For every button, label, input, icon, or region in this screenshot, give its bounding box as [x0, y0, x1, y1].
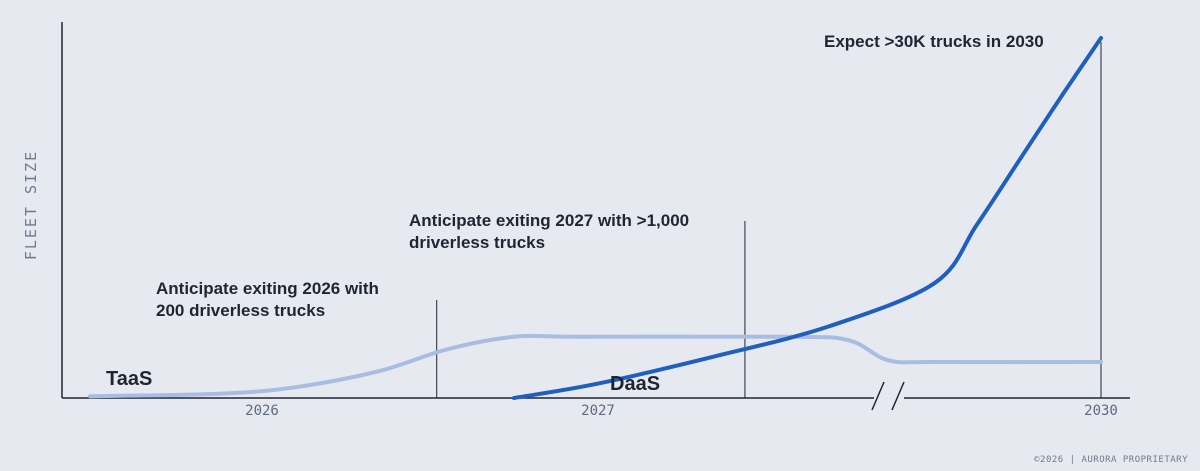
annotation-2026: Anticipate exiting 2026 with 200 driverl… [156, 278, 476, 322]
axis-break-mark [891, 381, 905, 411]
series-line-daas [512, 36, 1103, 400]
axis-break-mark [871, 381, 885, 411]
x-tick-2030: 2030 [1084, 403, 1118, 419]
annotation-2030-line1: Expect >30K trucks in 2030 [824, 32, 1044, 51]
annotation-2026-line1: Anticipate exiting 2026 with [156, 279, 379, 298]
series-label-daas: DaaS [610, 373, 661, 395]
annotation-2030: Expect >30K trucks in 2030 [824, 31, 1104, 53]
annotation-2026-line2: 200 driverless trucks [156, 301, 326, 320]
footer-copyright: ©2026 | AURORA PROPRIETARY [1034, 455, 1188, 465]
y-axis-label-text: FLEET SIZE [22, 149, 40, 261]
annotation-2027-line2: driverless trucks [409, 233, 546, 252]
y-axis-label: FLEET SIZE [6, 150, 56, 260]
series-label-taas: TaaS [106, 368, 153, 390]
annotation-2027: Anticipate exiting 2027 with >1,000 driv… [409, 210, 749, 254]
series-line-taas [88, 333, 1103, 399]
annotation-2027-line1: Anticipate exiting 2027 with >1,000 [409, 211, 690, 230]
x-tick-2027: 2027 [581, 403, 615, 419]
x-tick-2026: 2026 [245, 403, 279, 419]
